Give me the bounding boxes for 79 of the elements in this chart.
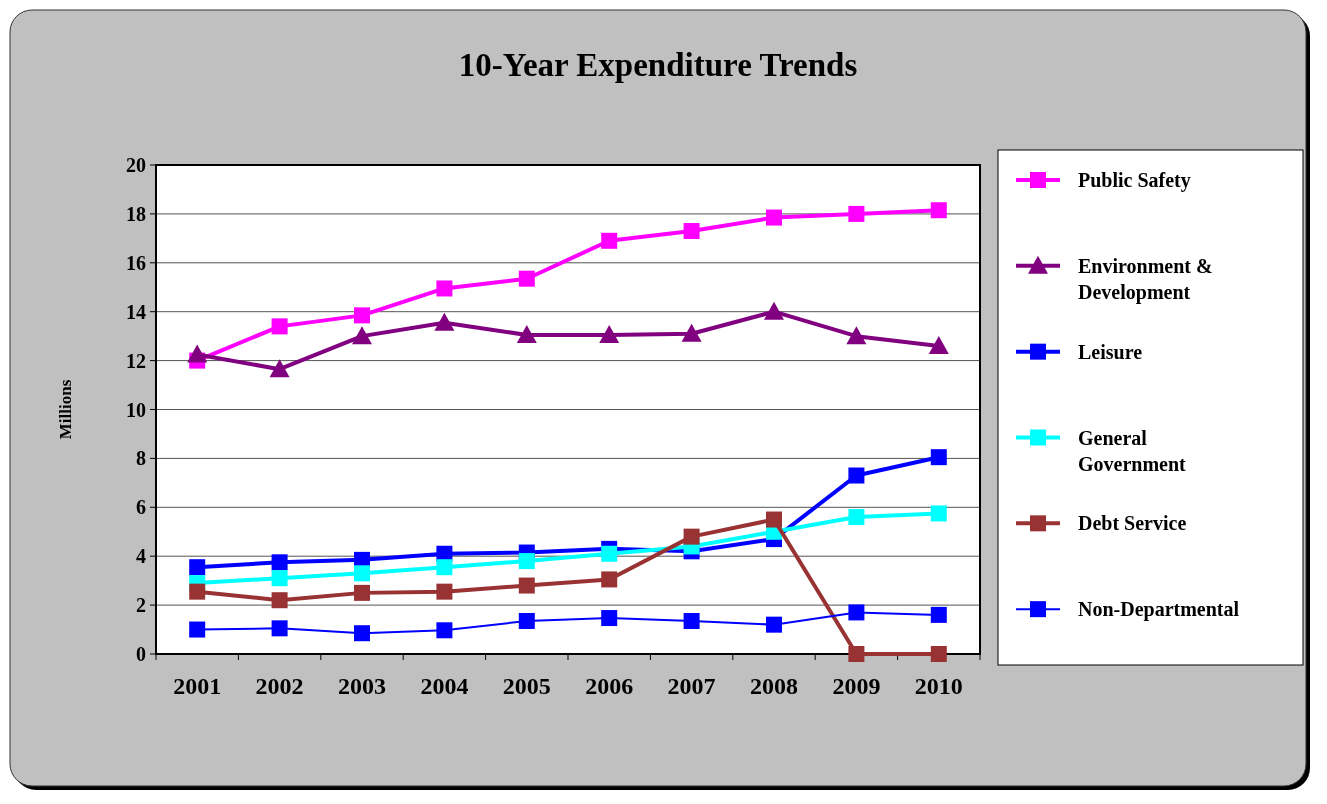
point	[601, 545, 618, 562]
point	[271, 570, 288, 587]
point	[764, 301, 784, 320]
point	[599, 324, 620, 343]
point	[518, 612, 535, 629]
x-tick-label: 2004	[420, 673, 469, 699]
point	[930, 449, 947, 466]
chart-title: 10-Year Expenditure Trends	[458, 47, 858, 83]
point	[354, 565, 370, 582]
point	[189, 621, 206, 638]
y-tick-label: 10	[126, 398, 146, 421]
point	[683, 612, 700, 629]
x-tick-label: 2003	[338, 673, 386, 699]
point	[683, 223, 700, 240]
point	[930, 646, 947, 662]
point	[271, 620, 288, 637]
point	[352, 326, 372, 345]
point	[271, 554, 288, 571]
x-tick-label: 2002	[255, 673, 304, 699]
x-tick-label: 2007	[667, 673, 716, 699]
x-tick-label: 2008	[750, 673, 798, 699]
point	[930, 505, 947, 522]
point	[434, 312, 455, 331]
x-tick-label: 2010	[914, 673, 963, 699]
point	[271, 592, 288, 609]
point	[601, 232, 618, 249]
point	[848, 604, 865, 621]
point	[354, 584, 370, 601]
y-tick-label: 20	[126, 154, 146, 176]
point	[681, 323, 702, 342]
point	[846, 326, 867, 345]
point	[354, 307, 370, 324]
x-tick-label: 2001	[173, 673, 222, 699]
point	[436, 622, 453, 639]
y-tick-label: 14	[126, 300, 146, 323]
point	[848, 205, 865, 222]
y-tick-label: 8	[136, 447, 146, 470]
legend-label: Non-Departmental	[1078, 598, 1240, 622]
legend-label: Public Safety	[1078, 169, 1191, 192]
y-tick-label: 16	[126, 251, 146, 274]
x-tick-label: 2005	[502, 673, 551, 699]
point	[930, 606, 947, 623]
point	[766, 616, 782, 633]
x-tick-label: 2006	[585, 673, 634, 699]
point	[436, 559, 453, 576]
y-tick-label: 12	[126, 349, 146, 372]
x-tick-label: 2009	[832, 673, 881, 699]
legend-label: Environment & Development	[1078, 254, 1213, 304]
point	[601, 610, 618, 627]
point	[189, 559, 206, 576]
point	[436, 280, 453, 297]
point	[848, 467, 865, 484]
point	[269, 359, 290, 378]
point	[516, 324, 537, 343]
point	[930, 202, 947, 219]
legend-label: Leisure	[1078, 340, 1143, 363]
point	[848, 646, 865, 662]
y-tick-label: 2	[136, 594, 146, 617]
point	[601, 571, 618, 588]
y-tick-label: 6	[136, 496, 146, 519]
point	[189, 583, 206, 600]
point	[766, 511, 782, 528]
point	[683, 528, 700, 545]
y-axis-title: Millions	[56, 379, 75, 440]
point	[436, 583, 453, 600]
y-tick-label: 4	[136, 545, 146, 568]
point	[848, 509, 865, 526]
point	[518, 270, 535, 287]
point	[518, 577, 535, 594]
y-tick-label: 0	[136, 643, 146, 665]
legend-label: Debt Service	[1078, 512, 1187, 535]
point	[518, 553, 535, 570]
point	[271, 318, 288, 335]
point	[766, 209, 782, 226]
legend-label: General Government	[1078, 426, 1187, 475]
y-tick-label: 18	[126, 202, 146, 225]
point	[354, 625, 370, 642]
point	[928, 335, 949, 354]
point	[187, 344, 208, 363]
